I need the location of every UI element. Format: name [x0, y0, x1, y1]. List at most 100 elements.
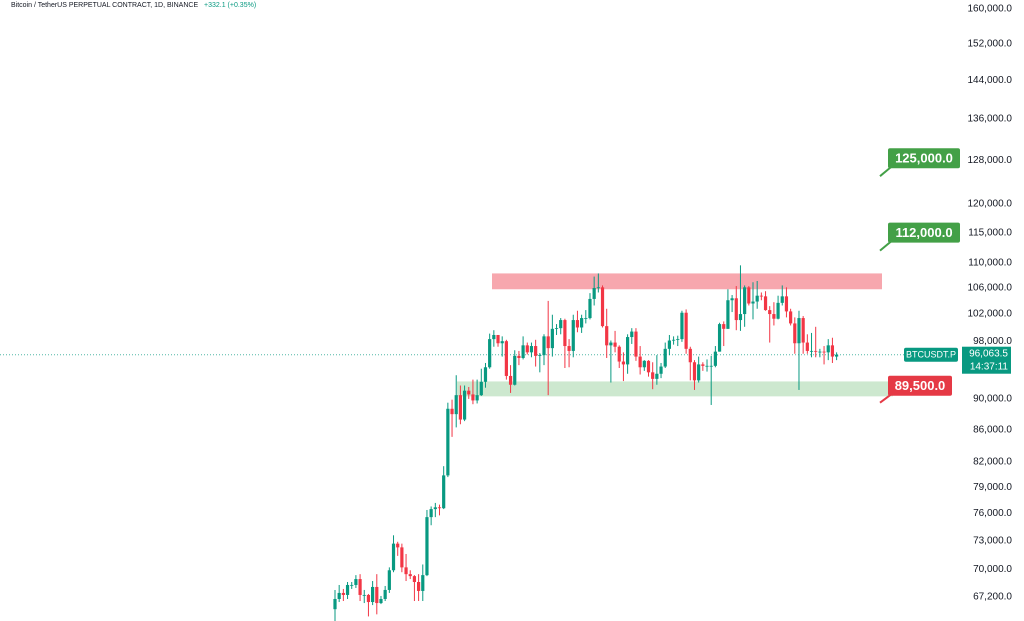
candle — [588, 293, 592, 320]
candle-body — [337, 592, 341, 599]
candle — [713, 346, 717, 368]
candle — [651, 362, 655, 390]
candle — [818, 348, 822, 358]
candle-body — [563, 320, 567, 347]
candle-body — [676, 339, 680, 340]
candle — [383, 585, 387, 602]
y-tick-label: 82,000.0 — [973, 457, 1012, 468]
candle — [697, 356, 701, 383]
candle — [638, 346, 642, 375]
candle-body — [446, 408, 450, 476]
candle — [462, 385, 467, 422]
candle-body — [835, 354, 839, 357]
candle — [525, 342, 529, 355]
candle — [722, 321, 726, 347]
candle — [371, 581, 375, 606]
candle — [730, 295, 734, 313]
candle — [492, 330, 496, 347]
candle — [793, 317, 797, 354]
candle-body — [822, 351, 826, 353]
candle — [504, 339, 508, 380]
candle-body — [617, 346, 621, 362]
candle — [789, 308, 793, 326]
candle — [738, 265, 743, 331]
candle — [609, 340, 613, 383]
candle-body — [588, 298, 592, 319]
candle — [617, 345, 621, 368]
candle — [550, 314, 554, 357]
candle-body — [345, 584, 350, 595]
candle-body — [354, 579, 358, 585]
candle — [488, 333, 492, 369]
candle-body — [492, 334, 496, 340]
candle-body — [613, 342, 617, 347]
candle — [671, 336, 676, 345]
candle — [563, 318, 567, 368]
candle — [684, 309, 688, 354]
candle-body — [454, 395, 458, 415]
y-tick-label: 128,000.0 — [968, 155, 1013, 166]
candle-body — [784, 296, 789, 312]
y-tick-label: 136,000.0 — [968, 114, 1013, 125]
candle-body — [651, 372, 655, 379]
candle-body — [575, 320, 580, 328]
candle — [768, 306, 772, 343]
candle-body — [442, 475, 446, 509]
candle — [391, 535, 396, 573]
annotation-label: 89,500.0 — [895, 378, 946, 393]
candle — [500, 336, 504, 357]
candle — [776, 295, 780, 320]
candle — [404, 553, 408, 582]
candle-body — [396, 543, 400, 548]
candle-body — [809, 350, 814, 352]
candle-body — [747, 287, 751, 304]
candle-body — [605, 326, 609, 346]
candle-body — [538, 355, 542, 356]
candle — [458, 385, 462, 425]
candle — [554, 324, 559, 335]
candle — [642, 360, 646, 371]
candle-body — [408, 574, 412, 577]
candle-body — [818, 351, 822, 353]
candle — [333, 589, 337, 621]
candle — [705, 359, 709, 372]
candle — [575, 310, 580, 333]
candle-body — [517, 355, 521, 358]
annotation-label: 125,000.0 — [895, 151, 953, 166]
y-tick-label: 102,000.0 — [968, 309, 1013, 320]
candle — [780, 285, 784, 306]
candle — [412, 575, 417, 602]
candle — [471, 379, 475, 405]
candle — [517, 350, 521, 366]
candle — [341, 588, 345, 602]
candle-body — [692, 362, 697, 381]
candle — [759, 292, 763, 301]
candle — [529, 342, 534, 358]
annotation-label: 112,000.0 — [895, 225, 952, 240]
y-tick-label: 86,000.0 — [973, 424, 1012, 435]
candle — [400, 543, 404, 573]
candle-body — [379, 598, 383, 604]
candle-body — [400, 547, 404, 568]
y-tick-label: 144,000.0 — [968, 75, 1013, 86]
candle-body — [801, 318, 805, 343]
candle-body — [504, 341, 508, 376]
candle-body — [391, 543, 396, 571]
candle-body — [600, 287, 605, 327]
candle-body — [789, 311, 793, 324]
candle — [387, 567, 391, 593]
candle — [626, 334, 630, 374]
candle-body — [592, 287, 596, 299]
candle-body — [500, 341, 504, 344]
candle-body — [659, 366, 663, 374]
candle-body — [412, 576, 417, 583]
candle — [396, 541, 400, 556]
candle — [743, 285, 747, 327]
candle — [822, 346, 826, 365]
annotation-box — [888, 222, 960, 243]
candle — [830, 337, 835, 363]
candle — [571, 314, 575, 358]
candle — [797, 310, 801, 390]
candle-body — [734, 298, 738, 321]
